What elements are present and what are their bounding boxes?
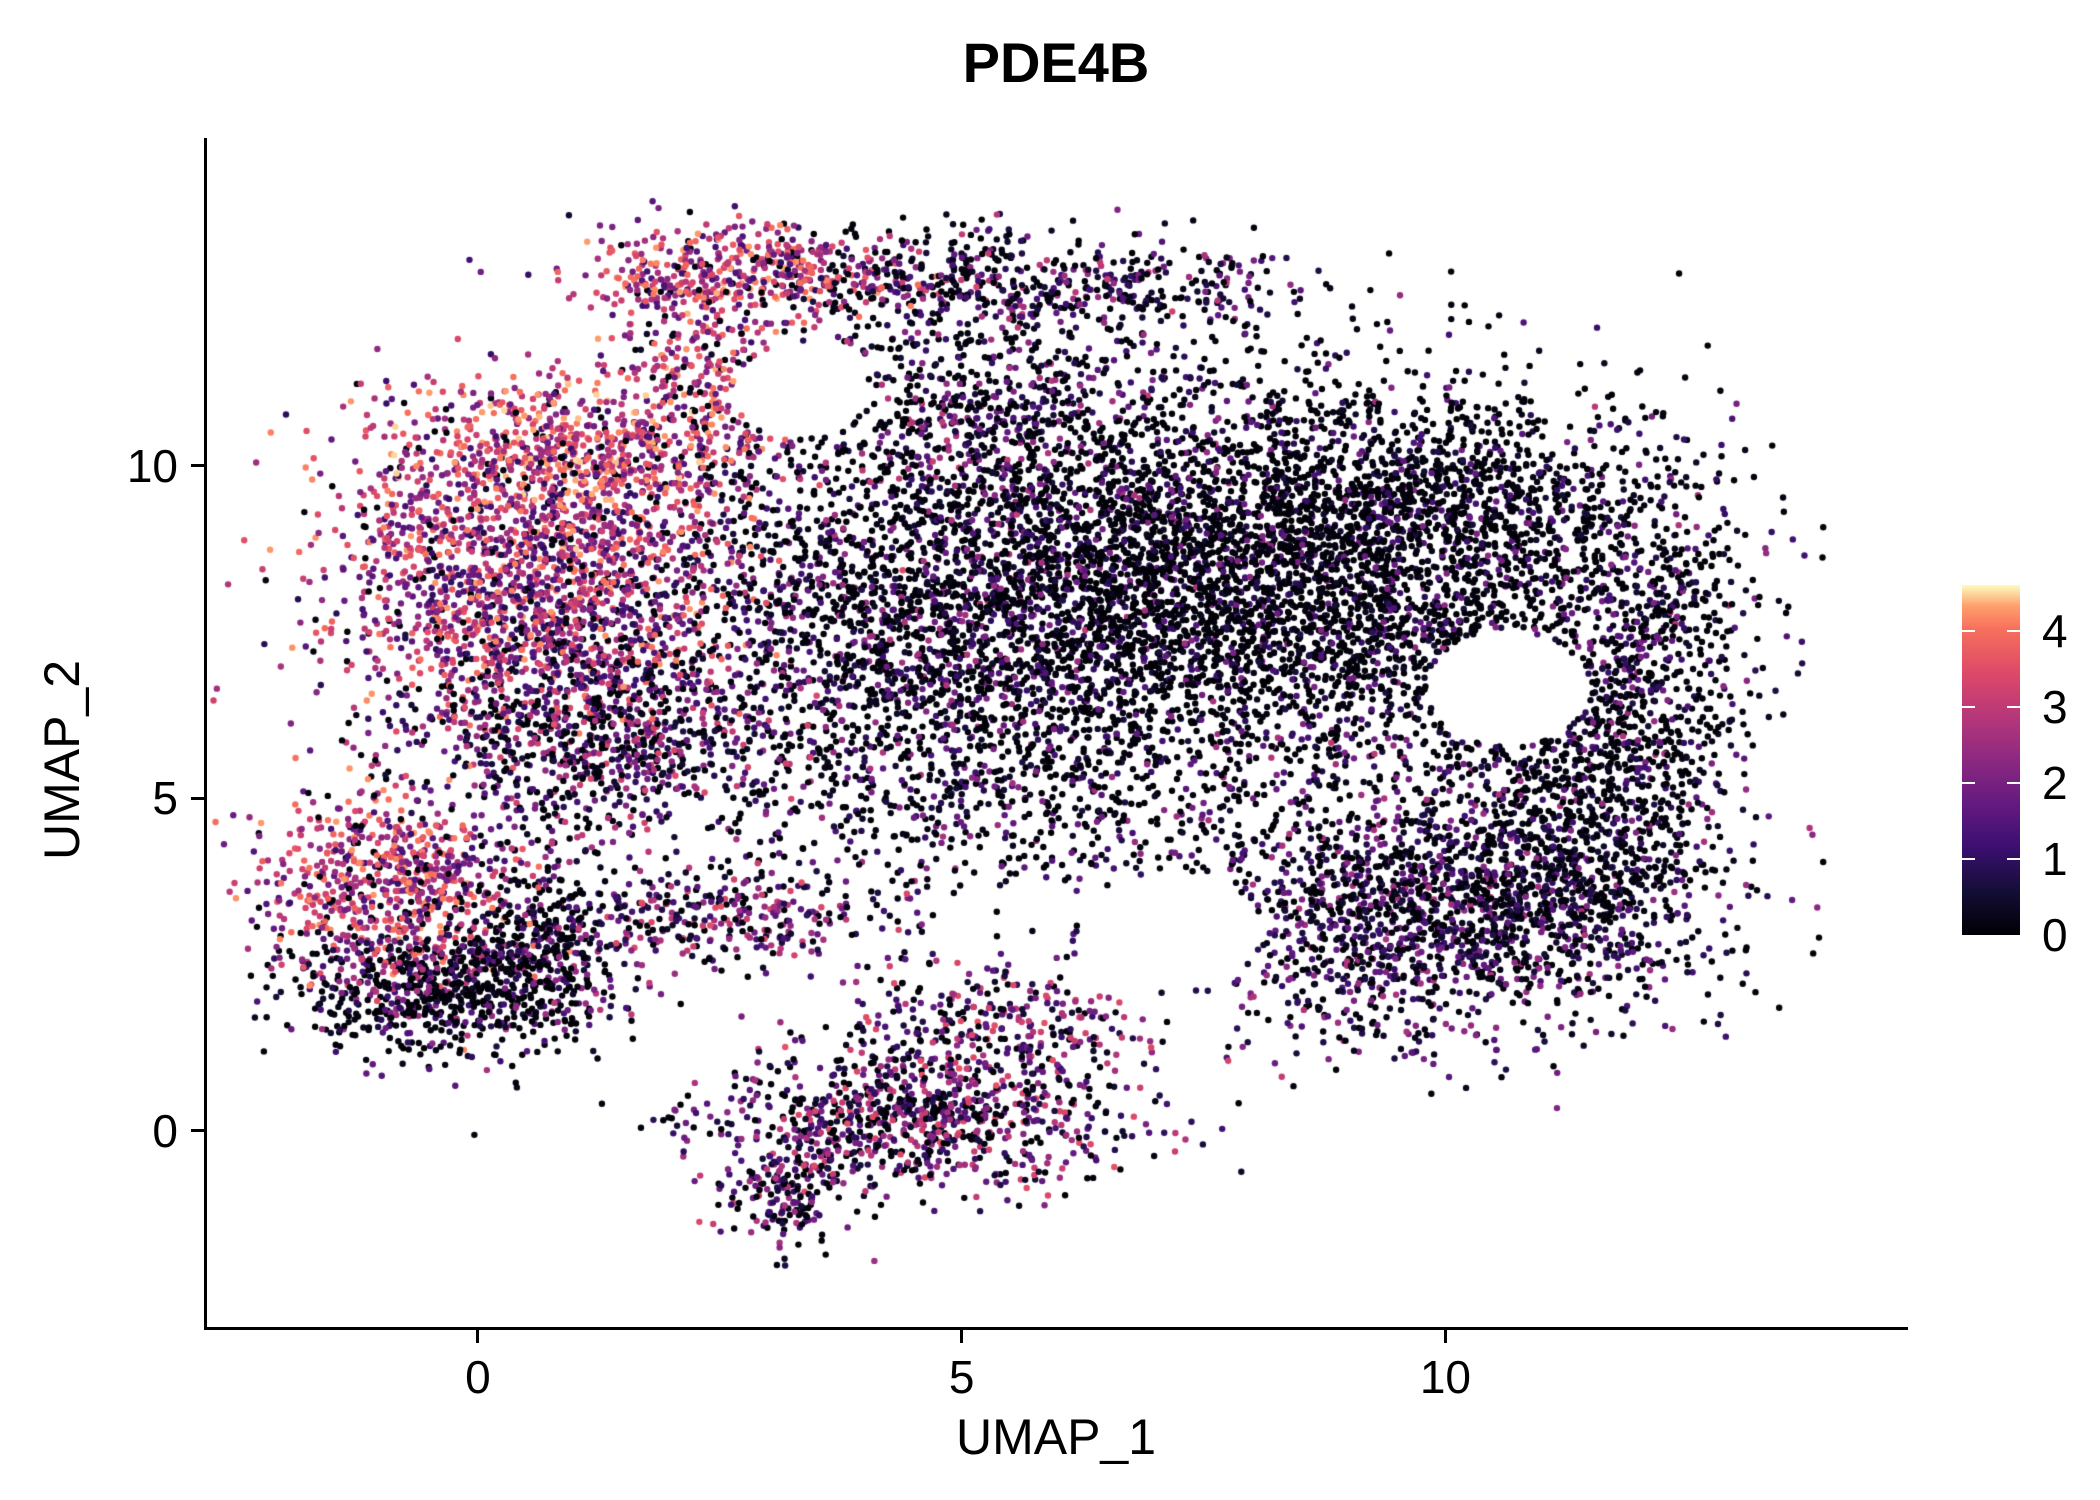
y-tick-mark [191,464,204,468]
colorbar-tick-label: 3 [2042,680,2068,733]
colorbar-tick-mark [1962,705,1975,708]
y-tick-mark [191,1129,204,1133]
y-tick-label: 0 [152,1104,178,1157]
x-tick-label: 10 [1419,1351,1472,1403]
y-axis-label: UMAP_2 [34,659,90,861]
scatter-canvas [207,140,1905,1327]
x-axis-label: UMAP_1 [955,1409,1157,1465]
colorbar-tick-mark [2007,705,2020,708]
colorbar-tick-mark [2007,629,2020,632]
colorbar-tick-mark [1962,857,1975,860]
colorbar-gradient [1962,585,2020,935]
colorbar-tick-label: 0 [2042,909,2068,961]
colorbar-tick-mark [1962,781,1975,784]
y-tick-label: 5 [152,772,178,825]
x-tick-mark [960,1330,964,1343]
x-tick-mark [476,1330,480,1343]
y-tick-mark [191,796,204,800]
colorbar-tick-mark [2007,857,2020,860]
x-tick-label: 5 [948,1351,975,1403]
colorbar-tick-mark [1962,629,1975,632]
colorbar-tick-label: 1 [2042,832,2068,885]
colorbar-tick-label: 4 [2042,604,2068,657]
x-tick-label: 0 [465,1351,491,1403]
y-axis-line [204,138,207,1330]
colorbar-tick-label: 2 [2042,756,2068,809]
x-axis-line [204,1327,1908,1330]
x-tick-mark [1443,1330,1447,1343]
plot-title: PDE4B [962,31,1150,94]
y-tick-label: 10 [126,439,178,492]
colorbar-tick-mark [2007,781,2020,784]
